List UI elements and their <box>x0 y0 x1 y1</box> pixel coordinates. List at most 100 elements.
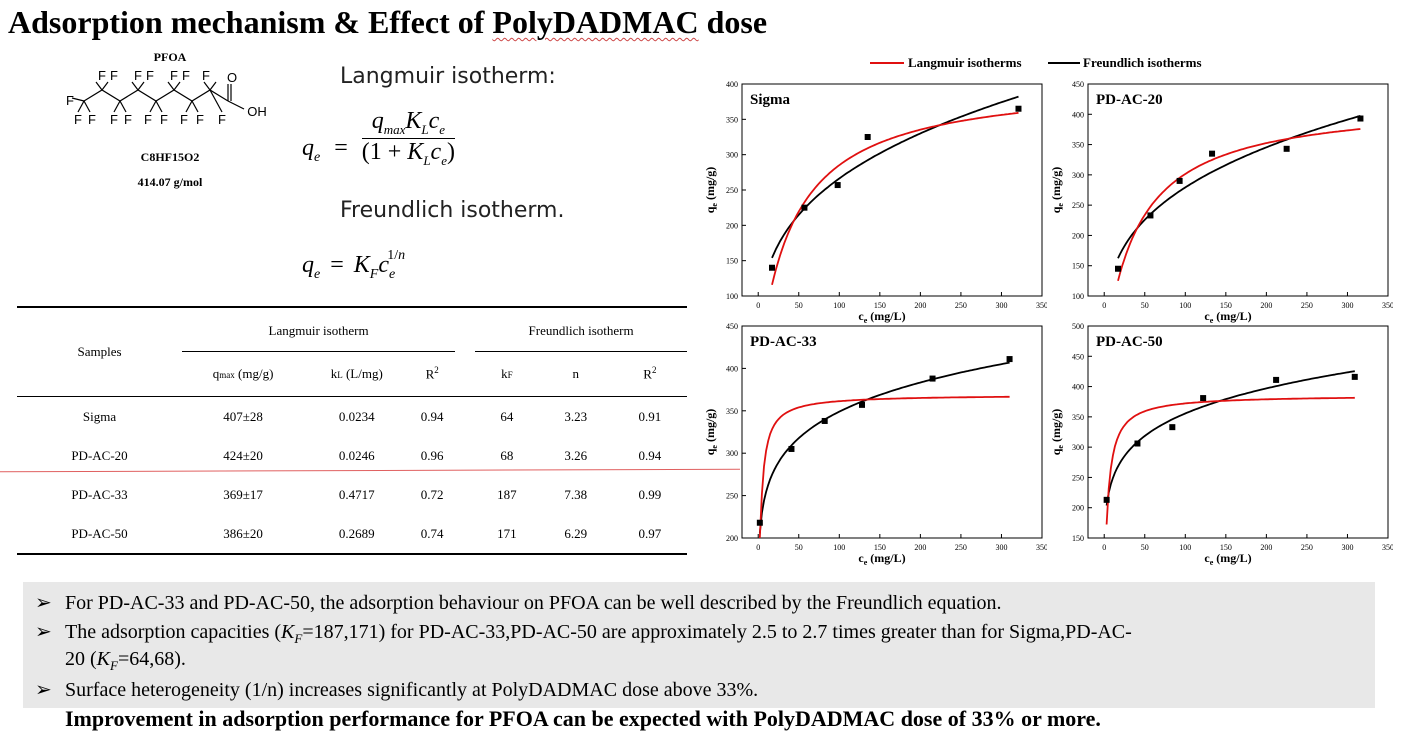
y-tick-label: 150 <box>726 257 738 266</box>
cell-qmax: 407±28 <box>223 408 263 424</box>
table-row: Sigma 407±28 0.0234 0.94 64 3.23 0.91 <box>17 397 687 437</box>
y-tick-label: 450 <box>1072 80 1084 89</box>
svg-text:F: F <box>110 112 118 127</box>
data-point <box>788 445 795 452</box>
plot-frame <box>741 325 1043 539</box>
y-axis-label: qe (mg/g) <box>703 409 719 456</box>
molecule-name: PFOA <box>153 50 187 64</box>
y-axis-label: qe (mg/g) <box>703 167 719 214</box>
y-tick-label: 450 <box>1072 352 1084 361</box>
chart-title: PD-AC-20 <box>1096 92 1163 108</box>
cell-r2l: 0.94 <box>420 408 444 424</box>
data-point <box>1351 373 1358 380</box>
y-tick-label: 400 <box>1072 383 1084 392</box>
y-tick-label: 350 <box>726 115 738 124</box>
cell-kl: 0.0234 <box>338 408 375 424</box>
chart-title: PD-AC-33 <box>750 334 817 350</box>
x-tick-label: 150 <box>1220 301 1232 310</box>
data-point <box>859 401 865 408</box>
cell-r2f: 0.99 <box>638 486 662 502</box>
x-tick-label: 300 <box>995 543 1007 552</box>
langmuir-heading: Langmuir isotherm: <box>340 64 556 89</box>
data-point <box>864 134 871 140</box>
cell-r2l: 0.72 <box>420 486 444 502</box>
langmuir-curve <box>1117 128 1361 282</box>
y-tick-label: 200 <box>726 221 738 230</box>
chart-pd-ac-33: 0 50 100 150 200 250 300 350 200 250 300 350 400 450 P… <box>703 322 1047 567</box>
cell-qmax: 369±17 <box>223 486 263 502</box>
x-tick-label: 100 <box>1179 301 1191 310</box>
arrow-bullet-icon: ➢ <box>35 592 52 614</box>
chart-title: PD-AC-50 <box>1096 334 1163 350</box>
arrow-bullet-icon: ➢ <box>35 679 52 701</box>
cell-n: 3.23 <box>564 408 588 424</box>
cell-n: 7.38 <box>564 486 588 502</box>
y-tick-label: 400 <box>1072 110 1084 119</box>
data-point <box>1357 115 1364 122</box>
cell-r2f: 0.94 <box>638 447 662 463</box>
col-kl: kL (L/mg) <box>330 366 383 381</box>
y-axis-label: qe (mg/g) <box>1049 409 1065 456</box>
data-point <box>801 204 808 211</box>
x-tick-label: 300 <box>1341 301 1353 310</box>
svg-text:F: F <box>74 112 82 127</box>
y-tick-label: 400 <box>726 364 738 373</box>
x-tick-label: 350 <box>1036 543 1047 552</box>
svg-text:F: F <box>218 112 226 127</box>
svg-text:OH: OH <box>247 104 267 119</box>
parameters-table: Samples Langmuir isotherm Freundlich iso… <box>17 306 687 555</box>
chart-sigma: 0 50 100 150 200 250 300 350 100 150 200 250 300 350 4… <box>703 80 1047 325</box>
chart-title: Sigma <box>750 92 791 108</box>
freundlich-curve <box>1117 114 1361 259</box>
cell-sample: PD-AC-50 <box>71 525 128 541</box>
svg-text:F: F <box>144 112 152 127</box>
x-tick-label: 200 <box>914 301 926 310</box>
cell-r2l: 0.96 <box>420 447 444 463</box>
y-tick-label: 300 <box>1072 171 1084 180</box>
title-suffix: dose <box>698 4 768 40</box>
y-tick-label: 250 <box>1072 473 1084 482</box>
cell-kf: 187 <box>497 486 517 502</box>
x-tick-label: 250 <box>1301 301 1313 310</box>
cell-qmax: 386±20 <box>223 525 263 541</box>
y-tick-label: 400 <box>726 80 738 89</box>
y-tick-label: 500 <box>1072 322 1084 331</box>
table-row: PD-AC-20 424±20 0.0246 0.96 68 3.26 0.94 <box>17 436 687 475</box>
y-tick-label: 200 <box>1072 504 1084 513</box>
y-tick-label: 100 <box>1072 292 1084 301</box>
x-tick-label: 350 <box>1036 301 1047 310</box>
data-point <box>834 182 841 189</box>
svg-text:F: F <box>160 112 168 127</box>
chart-pd-ac-50: 0 50 100 150 200 250 300 350 150 200 250 300 350 400 4… <box>1049 322 1393 567</box>
svg-text:F: F <box>196 112 204 127</box>
molecule-formula: C8HF15O2 <box>140 150 200 164</box>
cell-r2l: 0.74 <box>420 525 444 541</box>
data-point <box>1103 496 1110 503</box>
langmuir-curve <box>758 395 1010 539</box>
x-axis-label: ce (mg/L) <box>858 309 905 325</box>
x-tick-label: 50 <box>795 301 803 310</box>
cell-r2f: 0.91 <box>638 408 662 424</box>
cell-kf: 64 <box>500 408 514 424</box>
svg-text:F: F <box>66 93 74 108</box>
cell-kf: 171 <box>497 525 517 541</box>
bullet-1: ➢ For PD-AC-33 and PD-AC-50, the adsorpti… <box>35 592 1002 614</box>
data-point <box>1169 424 1176 431</box>
data-point <box>1209 150 1216 157</box>
data-point <box>1283 145 1290 152</box>
x-tick-label: 200 <box>1260 301 1272 310</box>
col-kf: kF <box>501 366 513 381</box>
x-axis-label: ce (mg/L) <box>1204 309 1251 325</box>
cell-sample: PD-AC-33 <box>71 486 128 502</box>
x-tick-label: 100 <box>1179 543 1191 552</box>
bullet-3: ➢ Surface heterogeneity (1/n) increases s… <box>35 679 759 701</box>
page-title: Adsorption mechanism & Effect of PolyDAD… <box>8 4 767 41</box>
cell-kf: 68 <box>500 447 514 463</box>
x-tick-label: 0 <box>756 543 760 552</box>
svg-text:F: F <box>170 68 178 83</box>
y-tick-label: 300 <box>726 151 738 160</box>
freundlich-curve <box>771 95 1019 259</box>
svg-text:F: F <box>180 112 188 127</box>
x-tick-label: 250 <box>955 301 967 310</box>
data-point <box>756 519 763 526</box>
